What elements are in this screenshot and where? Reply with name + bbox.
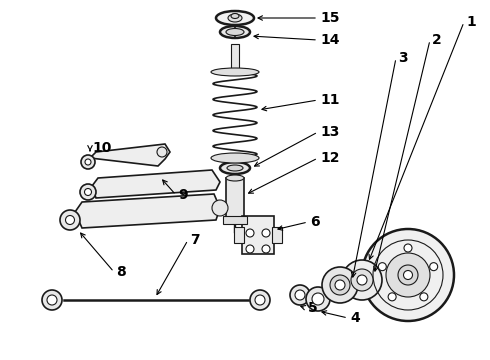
Ellipse shape bbox=[227, 165, 243, 171]
FancyBboxPatch shape bbox=[226, 178, 244, 218]
Circle shape bbox=[330, 275, 350, 295]
Text: 4: 4 bbox=[350, 311, 360, 325]
FancyBboxPatch shape bbox=[223, 216, 247, 224]
Polygon shape bbox=[75, 194, 220, 228]
Circle shape bbox=[262, 229, 270, 237]
Circle shape bbox=[386, 253, 430, 297]
Text: 12: 12 bbox=[320, 151, 340, 165]
Circle shape bbox=[246, 245, 254, 253]
Circle shape bbox=[351, 269, 373, 291]
Circle shape bbox=[430, 263, 438, 271]
Circle shape bbox=[262, 245, 270, 253]
Text: 1: 1 bbox=[466, 15, 476, 29]
Text: 11: 11 bbox=[320, 93, 340, 107]
Ellipse shape bbox=[226, 175, 244, 181]
Circle shape bbox=[157, 147, 167, 157]
Circle shape bbox=[60, 210, 80, 230]
Text: 5: 5 bbox=[308, 301, 318, 315]
FancyBboxPatch shape bbox=[231, 44, 239, 72]
Text: 15: 15 bbox=[320, 11, 340, 25]
Circle shape bbox=[255, 295, 265, 305]
Circle shape bbox=[81, 155, 95, 169]
Circle shape bbox=[378, 263, 386, 271]
Circle shape bbox=[290, 285, 310, 305]
Ellipse shape bbox=[228, 14, 242, 22]
Text: 8: 8 bbox=[116, 265, 126, 279]
Circle shape bbox=[246, 229, 254, 237]
Ellipse shape bbox=[216, 11, 254, 25]
Circle shape bbox=[357, 275, 367, 285]
Text: 2: 2 bbox=[432, 33, 442, 47]
Text: 7: 7 bbox=[190, 233, 199, 247]
Circle shape bbox=[80, 184, 96, 200]
Circle shape bbox=[404, 244, 412, 252]
Text: 10: 10 bbox=[92, 141, 111, 155]
Circle shape bbox=[398, 265, 418, 285]
FancyBboxPatch shape bbox=[242, 216, 274, 254]
Circle shape bbox=[362, 229, 454, 321]
Circle shape bbox=[420, 293, 428, 301]
Circle shape bbox=[322, 267, 358, 303]
FancyBboxPatch shape bbox=[234, 227, 244, 243]
Circle shape bbox=[42, 290, 62, 310]
Ellipse shape bbox=[228, 69, 242, 75]
Circle shape bbox=[212, 200, 228, 216]
Polygon shape bbox=[90, 144, 170, 166]
Ellipse shape bbox=[211, 68, 259, 76]
Text: 13: 13 bbox=[320, 125, 340, 139]
Circle shape bbox=[85, 159, 91, 165]
Circle shape bbox=[250, 290, 270, 310]
Circle shape bbox=[342, 260, 382, 300]
Text: 14: 14 bbox=[320, 33, 340, 47]
Ellipse shape bbox=[220, 162, 250, 174]
Circle shape bbox=[66, 216, 74, 225]
Text: 3: 3 bbox=[398, 51, 408, 65]
Circle shape bbox=[335, 280, 345, 290]
Circle shape bbox=[84, 189, 92, 195]
Circle shape bbox=[295, 290, 305, 300]
Polygon shape bbox=[92, 170, 220, 198]
Text: 9: 9 bbox=[178, 188, 188, 202]
Text: 6: 6 bbox=[310, 215, 319, 229]
Circle shape bbox=[306, 287, 330, 311]
Circle shape bbox=[403, 270, 413, 279]
Ellipse shape bbox=[226, 28, 244, 36]
Ellipse shape bbox=[211, 153, 259, 163]
Ellipse shape bbox=[231, 13, 239, 18]
FancyBboxPatch shape bbox=[272, 227, 282, 243]
Circle shape bbox=[388, 293, 396, 301]
Ellipse shape bbox=[220, 26, 250, 38]
Circle shape bbox=[47, 295, 57, 305]
Circle shape bbox=[312, 293, 324, 305]
